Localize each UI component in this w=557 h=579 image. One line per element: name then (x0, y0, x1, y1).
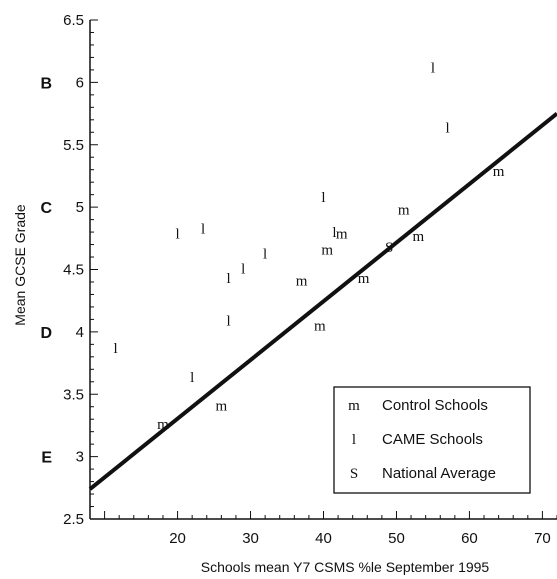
point-control-schools: m (216, 398, 228, 414)
y-tick-label: 6 (76, 74, 84, 91)
x-tick-label: 50 (388, 530, 405, 547)
grade-label: D (40, 325, 52, 342)
point-control-schools: m (336, 226, 348, 242)
y-tick-label: 3.5 (63, 386, 84, 403)
y-tick-label: 4.5 (63, 262, 84, 279)
point-control-schools: m (493, 164, 505, 180)
point-came-schools: l (227, 271, 231, 287)
tick-labels: 2.5 3 3.5 4 4.5 5 5.5 6 6.5 20 30 40 50 60 70 B C D E (40, 12, 550, 547)
point-came-schools: l (332, 225, 336, 241)
y-tick-label: 6.5 (63, 12, 84, 29)
point-control-schools: m (157, 417, 169, 433)
y-tick-label: 4 (76, 324, 84, 341)
point-came-schools: l (175, 226, 179, 242)
legend-label: CAME Schools (382, 431, 483, 448)
point-control-schools: m (314, 319, 326, 335)
regression-line-group (88, 112, 557, 491)
legend-label: Control Schools (382, 397, 488, 414)
point-came-schools: l (321, 190, 325, 206)
grade-label: C (40, 200, 52, 217)
point-came-schools: l (190, 370, 194, 386)
x-tick-label: 60 (461, 530, 478, 547)
y-tick-label: 5 (76, 199, 84, 216)
point-came-schools: l (445, 120, 449, 136)
x-tick-label: 40 (315, 530, 332, 547)
point-national-average: S (385, 240, 393, 256)
point-control-schools: m (413, 229, 425, 245)
point-came-schools: l (263, 246, 267, 262)
y-tick-label: 2.5 (63, 511, 84, 528)
point-came-schools: l (201, 221, 205, 237)
x-tick-label: 30 (242, 530, 259, 547)
grade-label: E (41, 450, 52, 467)
point-control-schools: m (296, 274, 308, 290)
y-axis-title: Mean GCSE Grade (12, 204, 28, 326)
legend-label: National Average (382, 465, 496, 482)
legend-symbol: m (348, 398, 360, 414)
y-tick-label: 3 (76, 449, 84, 466)
x-tick-label: 20 (169, 530, 186, 547)
legend-box (333, 386, 531, 494)
point-control-schools: m (398, 203, 410, 219)
grade-label: B (40, 75, 52, 92)
x-tick-label: 70 (534, 530, 551, 547)
legend: m Control Schools l CAME Schools S National A… (333, 386, 531, 494)
point-control-schools: m (358, 271, 370, 287)
point-came-schools: l (431, 60, 435, 76)
legend-symbol: l (352, 432, 356, 448)
point-came-schools: l (113, 341, 117, 357)
point-came-schools: l (241, 261, 245, 277)
regression-line (88, 112, 557, 491)
tick-marks (89, 19, 557, 520)
point-control-schools: m (321, 243, 333, 259)
legend-symbol: S (350, 466, 358, 482)
point-came-schools: l (227, 314, 231, 330)
x-axis-title: Schools mean Y7 CSMS %le September 1995 (201, 559, 490, 575)
y-tick-label: 5.5 (63, 137, 84, 154)
